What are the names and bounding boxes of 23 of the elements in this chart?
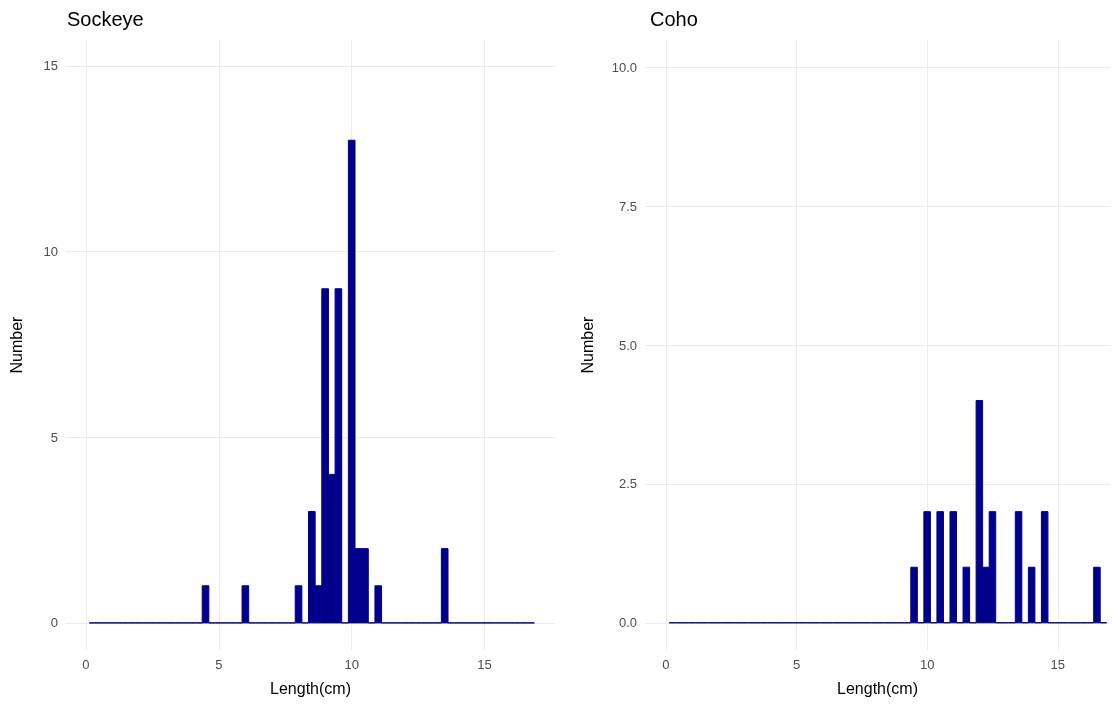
chart-title: Sockeye [67,8,144,30]
x-tick-label: 5 [792,657,801,672]
x-tick-label: 10 [919,657,935,672]
y-tick-label: 2.5 [618,476,637,492]
y-tick-label: 5.0 [618,337,637,353]
x-tick-label: 15 [477,657,492,672]
chart-title: Coho [650,8,698,30]
x-tick-label: 5 [215,657,223,672]
x-axis-title: Length(cm) [270,679,351,697]
x-tick-label: 15 [1050,657,1065,672]
x-axis-title: Length(cm) [837,679,918,697]
x-tick-label: 10 [344,657,359,672]
y-tick-label: 10 [43,244,58,260]
y-tick-label: 10.0 [611,59,637,75]
y-axis-title: Number [578,315,596,374]
x-tick-label: 0 [662,657,670,672]
x-tick-label: 0 [82,657,90,672]
y-tick-label: 0 [50,615,58,631]
y-tick-label: 5 [50,429,58,445]
y-tick-label: 7.5 [618,198,637,214]
y-tick-label: 15 [43,58,58,74]
y-axis-title: Number [7,315,25,374]
y-tick-label: 0.0 [618,615,637,631]
